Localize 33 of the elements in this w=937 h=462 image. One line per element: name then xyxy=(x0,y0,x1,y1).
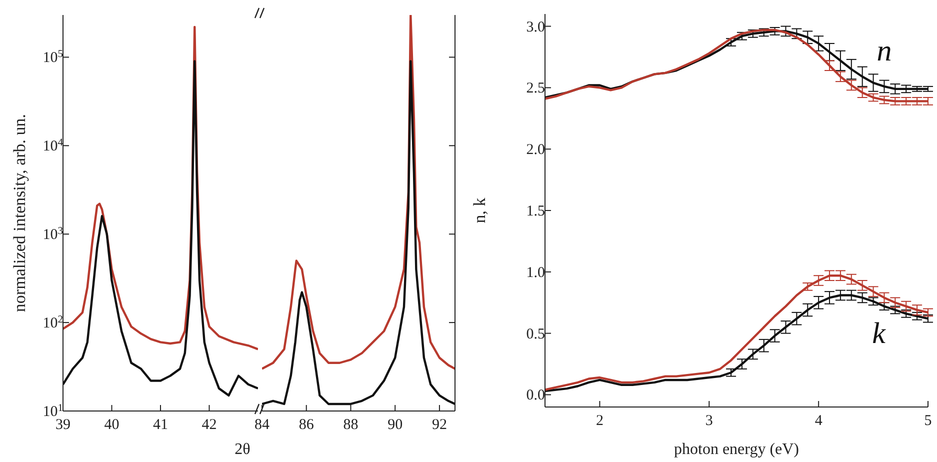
annotation: n xyxy=(876,34,892,68)
y-tick-label: 0.5 xyxy=(526,326,545,342)
y-tick-label: 3.0 xyxy=(526,19,545,36)
x-tick-label: 41 xyxy=(153,417,168,433)
y-tick-label: 2.5 xyxy=(526,80,545,97)
y-tick-label: 1.5 xyxy=(526,204,545,220)
x-tick-label: 86 xyxy=(298,417,314,433)
y-axis-title: normalized intensity, arb. un. xyxy=(10,114,30,312)
x-tick-label: 40 xyxy=(104,417,120,433)
x-tick-label: 84 xyxy=(254,417,270,433)
x-tick-label: 2 xyxy=(596,413,604,429)
y-tick-label: 1.0 xyxy=(526,264,545,281)
annotation: k xyxy=(872,317,886,350)
x-axis-title: photon energy (eV) xyxy=(674,441,799,458)
y-tick-label: 10$^{4}$ xyxy=(42,137,64,155)
line-series xyxy=(63,60,258,397)
x-tick-label: 90 xyxy=(388,417,403,433)
x-tick-label: 92 xyxy=(432,417,447,433)
y-tick-label: 10$^{2}$ xyxy=(42,314,63,332)
y-tick-label: 10$^{5}$ xyxy=(42,48,63,66)
x-axis-title: 2θ xyxy=(234,441,250,458)
x-tick-label: 42 xyxy=(202,417,217,433)
y-tick-label: 0.0 xyxy=(526,388,545,404)
x-tick-label: 39 xyxy=(56,417,70,433)
y-tick-label: 2.0 xyxy=(526,142,545,158)
y-tick-label: 10$^{1}$ xyxy=(42,402,63,420)
y-axis-title: n, k xyxy=(470,197,490,224)
x-tick-label: 3 xyxy=(705,413,713,429)
y-tick-label: 10$^{3}$ xyxy=(42,226,63,244)
line-series xyxy=(63,26,258,350)
x-tick-label: 88 xyxy=(343,417,358,433)
x-tick-label: 5 xyxy=(924,413,932,429)
x-tick-label: 4 xyxy=(814,413,823,429)
